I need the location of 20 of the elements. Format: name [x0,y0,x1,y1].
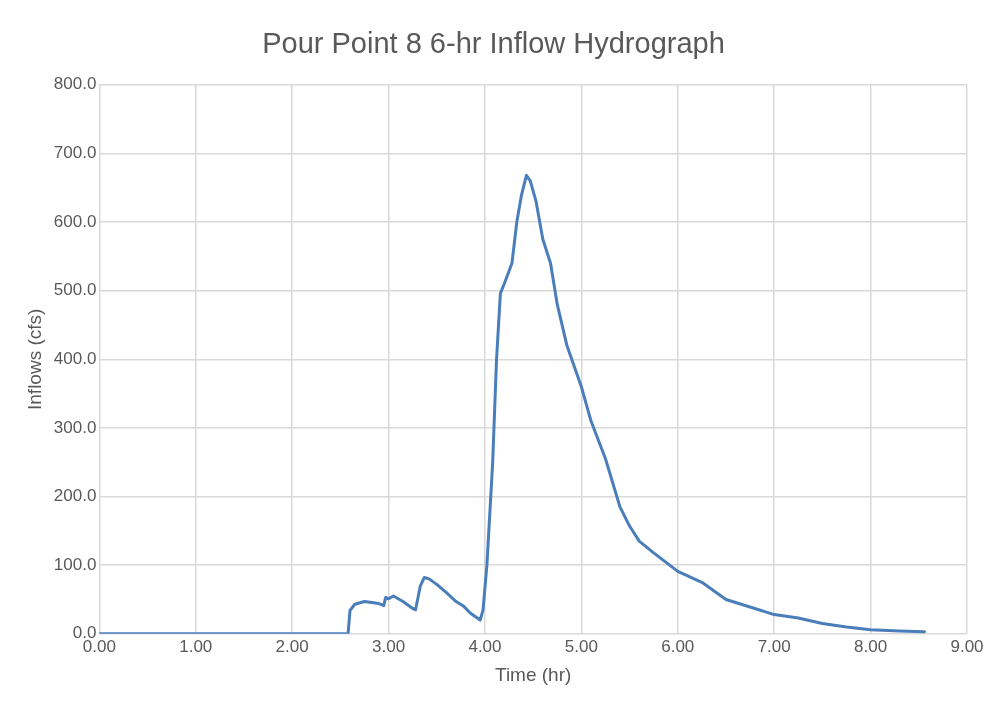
y-tick-label: 100.0 [53,554,97,574]
y-tick-label: 400.0 [53,348,97,368]
x-tick-label: 3.00 [372,636,406,656]
x-tick-label: 6.00 [661,636,695,656]
x-tick-label: 2.00 [275,636,309,656]
y-tick-label: 200.0 [53,486,97,506]
x-tick-label: 7.00 [757,636,791,656]
y-axis-title: Inflows (cfs) [23,308,45,410]
x-tick-label: 8.00 [854,636,888,656]
y-tick-label: 500.0 [53,280,97,300]
x-axis-title: Time (hr) [495,663,572,685]
y-tick-label: 600.0 [53,211,97,231]
chart-title: Pour Point 8 6-hr Inflow Hydrograph [262,27,725,60]
y-tick-label: 300.0 [53,417,97,437]
y-tick-label: 700.0 [53,143,97,163]
x-tick-label: 9.00 [950,636,984,656]
y-tick-label: 800.0 [53,74,97,94]
x-tick-label: 5.00 [564,636,598,656]
x-tick-label: 1.00 [179,636,213,656]
x-tick-label: 4.00 [468,636,502,656]
